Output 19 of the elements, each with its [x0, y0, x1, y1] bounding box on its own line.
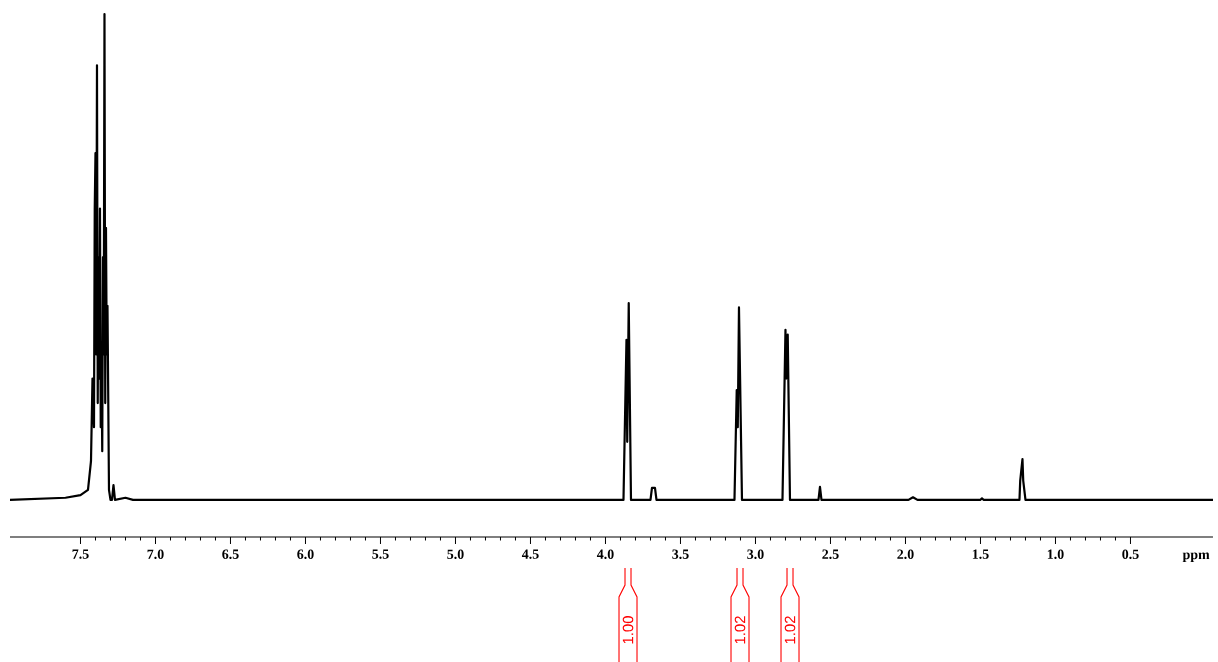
x-tick-label: 7.0 [147, 549, 164, 559]
x-tick-label: 2.5 [822, 549, 839, 559]
x-tick-label: 5.0 [447, 549, 464, 559]
x-tick-label: 6.0 [297, 549, 314, 559]
x-tick-label: 0.5 [1122, 549, 1139, 559]
x-tick-label: 1.5 [972, 549, 989, 559]
text: 1.02 [734, 616, 746, 644]
x-tick-label: 4.5 [521, 549, 539, 559]
x-tick-label: 2.0 [897, 549, 914, 559]
text: 1.00 [622, 616, 634, 644]
x-tick-label: 6.5 [222, 549, 239, 559]
x-tick-label: 3.5 [672, 549, 689, 559]
x-tick-label: 5.5 [372, 549, 389, 559]
x-tick-label: 4.0 [596, 549, 614, 559]
x-axis-title: ppm [1182, 552, 1210, 563]
text: 1.02 [784, 616, 796, 644]
x-tick-label: 1.0 [1047, 549, 1064, 559]
x-tick-label: 3.0 [747, 549, 764, 559]
x-tick-label: 7.5 [72, 549, 89, 559]
